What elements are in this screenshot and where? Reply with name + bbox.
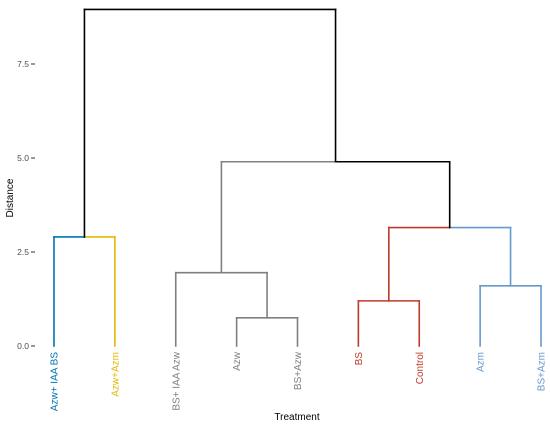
- leaf-label: Azw+Azm: [110, 352, 121, 397]
- dendrogram-branches: [53, 8, 542, 347]
- leaf-label: Azw+ IAA BS: [50, 352, 61, 412]
- leaf-label: BS+ IAA Azw: [171, 351, 182, 410]
- leaf-label: BS+Azw: [293, 351, 304, 390]
- y-tick-label: 2.5: [17, 247, 29, 257]
- x-axis-title: Treatment: [274, 412, 319, 423]
- y-tick-label: 5.0: [17, 153, 29, 163]
- leaf-label: Azm: [476, 352, 487, 372]
- leaf-label: Azw: [232, 351, 243, 371]
- y-axis: 0.0 2.5 5.0 7.5: [17, 59, 35, 351]
- y-tick-label: 7.5: [17, 59, 29, 69]
- leaf-labels: Azw+ IAA BS Azw+Azm BS+ IAA Azw Azw BS+Azw BS…: [50, 351, 548, 411]
- y-axis-title: Distance: [5, 178, 16, 217]
- y-tick-label: 0.0: [17, 341, 29, 351]
- leaf-label: Control: [415, 352, 426, 384]
- leaf-label: BS: [354, 352, 365, 366]
- leaf-label: BS+Azm: [537, 352, 548, 391]
